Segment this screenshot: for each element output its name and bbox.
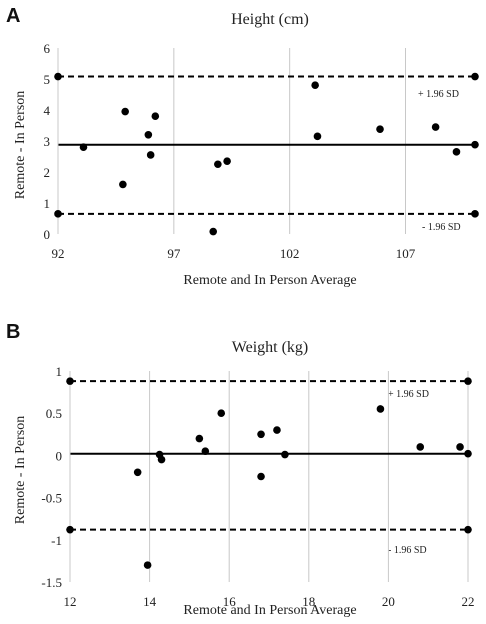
x-tick-label-height: 107	[396, 246, 416, 261]
x-tick-label-weight: 12	[64, 594, 77, 609]
data-point-height	[376, 125, 384, 134]
y-axis-label-weight: Remote - In Person	[13, 416, 28, 524]
y-tick-label-weight: -1	[51, 533, 62, 548]
x-tick-label-height: 97	[167, 246, 181, 261]
x-tick-label-weight: 18	[302, 594, 315, 609]
data-point-height	[146, 151, 155, 159]
data-point-weight	[66, 377, 74, 385]
x-tick-label-height: 92	[52, 246, 65, 261]
x-axis-label-height: Remote and In Person Average	[183, 273, 356, 288]
data-point-weight	[464, 377, 472, 385]
y-tick-label-weight: -1.5	[41, 575, 62, 590]
data-point-height	[471, 72, 479, 81]
y-tick-label-height: 5	[44, 72, 51, 87]
data-point-weight	[157, 455, 166, 464]
plot-area-height: 92 97 102 107 0 1 2 3 4 5 6	[44, 41, 479, 261]
data-point-height	[121, 107, 129, 116]
y-tick-label-height: 2	[44, 165, 51, 180]
y-tick-label-weight: 1	[56, 364, 63, 379]
panel-b-weight: B Weight (kg) Remote and In Person Avera…	[6, 321, 475, 618]
data-point-weight	[217, 409, 226, 418]
data-point-weight	[376, 405, 385, 413]
data-point-weight	[281, 450, 289, 459]
x-tick-label-weight: 22	[462, 594, 475, 609]
data-point-height	[214, 160, 222, 169]
data-point-weight	[143, 561, 152, 569]
data-point-weight	[257, 472, 265, 481]
y-tick-label-height: 3	[44, 134, 51, 149]
data-point-weight	[464, 525, 472, 534]
data-point-height	[79, 143, 88, 151]
data-point-height	[471, 140, 479, 149]
data-point-height	[54, 210, 62, 218]
y-tick-label-height: 6	[44, 41, 51, 56]
data-point-weight	[257, 430, 265, 439]
chart-title-height: Height (cm)	[231, 11, 309, 28]
x-tick-label-weight: 16	[223, 594, 237, 609]
lower-loa-label-weight: - 1.96 SD	[388, 545, 427, 556]
data-point-height	[431, 123, 440, 131]
data-point-weight	[464, 449, 472, 458]
data-point-height	[151, 112, 160, 120]
data-point-height	[452, 148, 461, 156]
data-point-height	[119, 180, 127, 189]
x-tick-label-height: 102	[280, 246, 300, 261]
plot-area-weight: 12 14 16 18 20 22 -1.5 -1 -0.5 0 0.5 1	[41, 364, 474, 609]
data-point-height	[54, 72, 62, 81]
data-point-weight	[416, 443, 425, 451]
y-axis-label-height: Remote - In Person	[13, 91, 28, 199]
lower-loa-label-height: - 1.96 SD	[422, 222, 461, 233]
data-point-height	[471, 210, 479, 218]
chart-title-weight: Weight (kg)	[232, 339, 308, 356]
y-tick-label-weight: -0.5	[41, 491, 62, 506]
data-point-height	[311, 81, 319, 89]
x-axis-label-weight: Remote and In Person Average	[183, 603, 356, 618]
upper-loa-label-height: + 1.96 SD	[418, 89, 459, 100]
panel-a-height: A Height (cm) Remote and In Person Avera…	[6, 5, 479, 288]
panel-label-b: B	[6, 321, 20, 343]
y-tick-label-weight: 0	[56, 448, 63, 463]
x-tick-label-weight: 14	[143, 594, 157, 609]
data-point-weight	[201, 447, 210, 455]
y-tick-label-height: 1	[44, 196, 51, 211]
data-point-height	[313, 132, 322, 141]
upper-loa-label-weight: + 1.96 SD	[388, 389, 429, 400]
x-tick-label-weight: 20	[382, 594, 395, 609]
y-tick-label-height: 4	[44, 103, 51, 118]
y-tick-label-height: 0	[44, 227, 51, 242]
data-point-weight	[195, 434, 204, 443]
data-point-weight	[66, 525, 74, 534]
data-point-height	[223, 157, 231, 165]
data-point-height	[209, 227, 218, 236]
data-point-height	[144, 131, 153, 139]
panel-label-a: A	[6, 5, 20, 27]
data-point-weight	[133, 468, 142, 477]
y-tick-label-weight: 0.5	[46, 406, 62, 421]
data-point-weight	[456, 443, 464, 451]
data-point-weight	[273, 426, 281, 434]
